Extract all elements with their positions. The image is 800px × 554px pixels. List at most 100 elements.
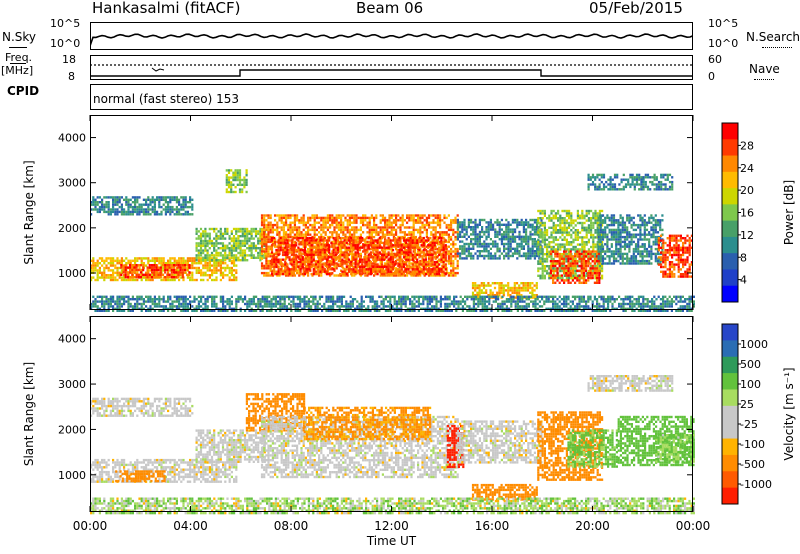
power-cell xyxy=(500,235,503,238)
power-cell xyxy=(419,221,422,224)
power-cell xyxy=(265,250,268,253)
power-cell xyxy=(333,231,336,234)
power-cell xyxy=(116,271,119,274)
power-cell xyxy=(376,246,379,249)
power-cell xyxy=(386,228,389,232)
power-cell xyxy=(413,268,417,271)
power-cell xyxy=(425,269,428,272)
power-cell xyxy=(594,243,597,246)
power-cell xyxy=(321,258,324,261)
power-cell xyxy=(281,241,285,245)
power-cell xyxy=(500,252,503,255)
power-cell xyxy=(234,174,237,177)
power-cell xyxy=(456,221,459,224)
power-cell xyxy=(463,257,466,260)
power-cell xyxy=(317,260,320,264)
power-cell xyxy=(210,254,214,257)
power-cell xyxy=(173,257,176,260)
power-cell xyxy=(592,269,595,273)
power-cell xyxy=(445,247,448,251)
power-cell xyxy=(288,272,291,276)
power-cell xyxy=(306,236,309,240)
power-cell xyxy=(310,244,313,247)
power-cell xyxy=(136,196,139,199)
power-cell xyxy=(385,265,388,269)
power-cell xyxy=(357,240,360,244)
power-cell xyxy=(206,251,209,255)
power-cell xyxy=(399,274,402,277)
power-cell xyxy=(320,216,323,220)
power-cell xyxy=(383,270,386,273)
power-cell xyxy=(315,267,318,270)
power-cell xyxy=(267,271,270,275)
power-cell xyxy=(585,209,588,213)
power-cell xyxy=(432,214,435,217)
power-cell xyxy=(434,226,437,229)
power-cell xyxy=(204,274,207,277)
power-cell xyxy=(546,231,549,234)
power-cell xyxy=(317,253,320,257)
power-cell xyxy=(175,268,178,272)
power-cell xyxy=(341,258,344,261)
power-cell xyxy=(409,251,412,254)
power-cell xyxy=(300,219,303,222)
power-cell xyxy=(246,232,249,235)
power-cell xyxy=(372,239,375,242)
power-cell xyxy=(296,250,299,253)
power-cell xyxy=(572,245,575,249)
power-cell xyxy=(513,284,516,287)
power-cell xyxy=(536,226,539,229)
power-cell xyxy=(419,250,422,253)
power-cell xyxy=(112,278,115,282)
power-cell xyxy=(148,276,151,279)
power-cell xyxy=(325,270,329,273)
power-cell xyxy=(202,230,205,233)
power-cell xyxy=(480,282,483,285)
power-cell xyxy=(561,209,564,213)
power-cell xyxy=(498,294,501,297)
power-cell xyxy=(337,214,340,217)
power-cell xyxy=(359,221,362,224)
power-cell xyxy=(310,263,313,266)
power-cell xyxy=(215,242,218,245)
power-cell xyxy=(334,258,337,261)
power-cell xyxy=(232,176,235,179)
power-cell xyxy=(197,271,200,274)
power-cell xyxy=(138,266,141,270)
power-cell xyxy=(559,274,562,277)
power-cell xyxy=(299,272,302,276)
power-cell xyxy=(381,226,384,229)
power-cell xyxy=(291,231,294,234)
power-cell xyxy=(570,260,573,263)
power-cell xyxy=(175,205,178,209)
power-cell xyxy=(171,196,174,199)
power-cell xyxy=(267,252,270,256)
power-cell xyxy=(295,241,298,245)
power-cell xyxy=(450,223,453,227)
power-cell xyxy=(434,214,437,217)
power-cell xyxy=(281,236,285,240)
power-cell xyxy=(299,268,302,271)
power-cell xyxy=(145,278,148,282)
power-cell xyxy=(594,245,597,249)
power-cell xyxy=(295,248,298,252)
power-cell xyxy=(310,248,313,252)
power-cell xyxy=(587,212,590,215)
power-cell xyxy=(366,269,369,272)
power-cell xyxy=(289,231,292,234)
power-cell xyxy=(131,259,134,262)
power-cell xyxy=(520,254,523,258)
power-cell xyxy=(379,219,382,222)
power-cell xyxy=(199,249,203,252)
power-cell xyxy=(587,224,590,227)
power-cell xyxy=(533,226,536,229)
power-cell xyxy=(514,252,517,255)
power-cell xyxy=(543,274,546,277)
power-cell xyxy=(107,208,110,211)
power-cell xyxy=(370,231,373,234)
power-cell xyxy=(350,268,353,271)
power-cell xyxy=(398,253,401,257)
power-cell xyxy=(340,228,343,232)
power-cell xyxy=(427,246,430,249)
power-cell xyxy=(184,210,187,214)
